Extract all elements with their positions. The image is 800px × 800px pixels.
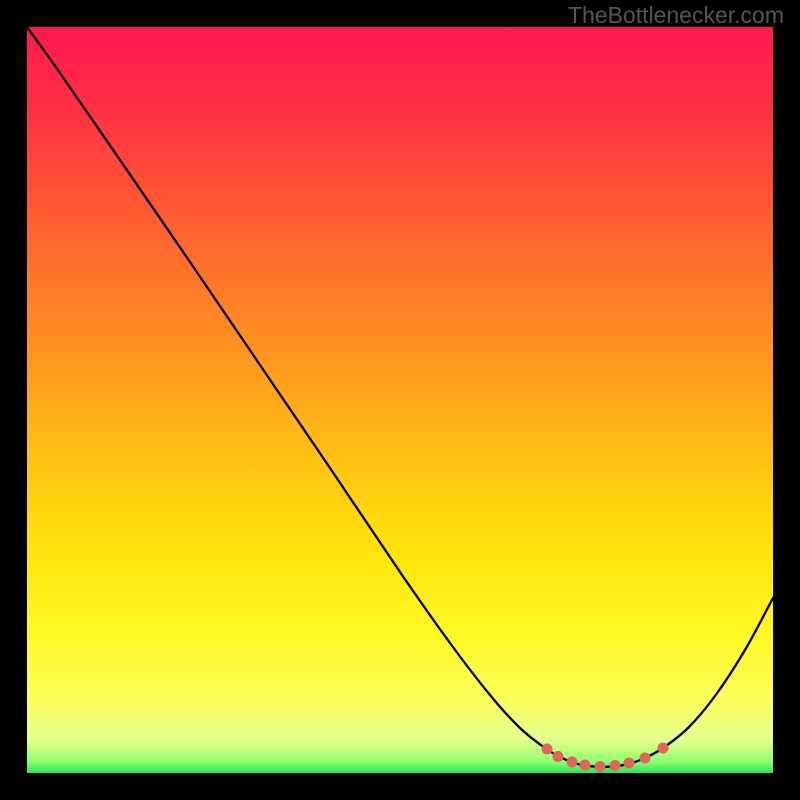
curve-marker (658, 743, 669, 754)
curve-marker (553, 751, 564, 762)
curve-marker (640, 753, 651, 764)
curve-marker (610, 760, 621, 771)
curve-marker (567, 757, 578, 768)
plot-area (27, 27, 773, 773)
curve-marker (542, 744, 553, 755)
chart-stage: TheBottlenecker.com (0, 0, 800, 800)
curve-marker (595, 761, 606, 772)
curve-marker (580, 760, 591, 771)
curve-marker (624, 758, 635, 769)
chart-svg (0, 0, 800, 800)
watermark-text: TheBottlenecker.com (568, 2, 784, 29)
